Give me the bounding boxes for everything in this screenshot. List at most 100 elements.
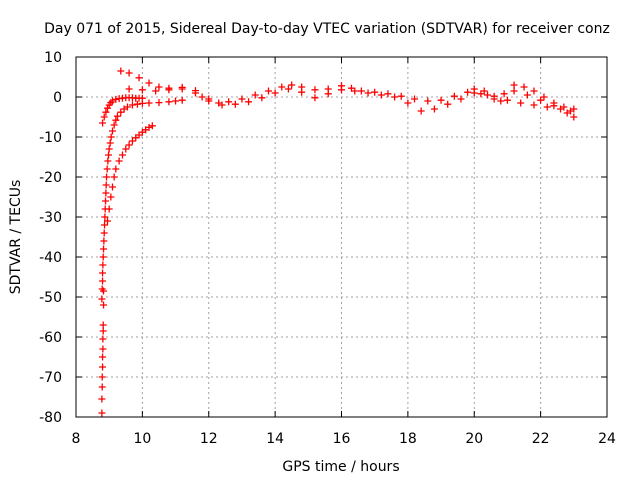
data-point <box>450 92 458 100</box>
data-point <box>218 101 226 109</box>
data-point <box>98 409 106 417</box>
y-axis-label: SDTVAR / TECUs <box>8 180 24 295</box>
data-point <box>480 87 488 95</box>
data-point <box>118 151 126 159</box>
data-point <box>105 151 113 159</box>
data-point <box>284 85 292 93</box>
data-point <box>271 89 279 97</box>
data-point <box>278 83 286 91</box>
data-point <box>101 221 109 229</box>
x-tick-label: 12 <box>200 431 218 447</box>
data-point <box>100 237 108 245</box>
data-point <box>109 127 117 135</box>
data-point <box>384 90 392 98</box>
x-tick-label: 10 <box>133 431 151 447</box>
data-point <box>517 99 525 107</box>
data-point <box>128 101 136 109</box>
data-point <box>106 139 114 147</box>
data-point <box>125 141 133 149</box>
data-point <box>100 113 108 121</box>
data-point <box>115 157 123 165</box>
data-point <box>113 112 121 120</box>
data-point <box>470 85 478 93</box>
data-point <box>338 86 345 94</box>
data-point <box>112 116 120 124</box>
data-point <box>503 96 511 104</box>
series-3 <box>104 122 156 225</box>
data-point <box>424 97 432 105</box>
data-point <box>377 91 385 99</box>
data-point <box>104 217 112 225</box>
series-6 <box>125 83 578 121</box>
y-tick-label: -60 <box>39 330 62 346</box>
data-point <box>258 94 266 102</box>
data-point <box>125 69 133 77</box>
y-tick-label: 0 <box>53 90 62 106</box>
data-point <box>110 173 118 181</box>
data-point <box>178 83 186 91</box>
data-point <box>103 173 111 181</box>
data-point <box>457 95 465 103</box>
data-point <box>191 87 199 95</box>
data-point <box>99 269 107 277</box>
x-tick-label: 22 <box>532 431 550 447</box>
data-point <box>100 245 108 253</box>
x-tick-label: 8 <box>72 431 81 447</box>
data-point <box>99 321 107 329</box>
x-tick-label: 20 <box>465 431 483 447</box>
y-tick-label: 10 <box>44 50 62 66</box>
data-points <box>98 67 578 417</box>
data-point <box>99 277 107 285</box>
data-point <box>98 395 106 403</box>
data-point <box>99 253 107 261</box>
data-point <box>98 373 106 381</box>
series-5 <box>117 67 574 115</box>
data-point <box>148 122 156 130</box>
series-1 <box>98 96 186 303</box>
data-point <box>497 97 505 105</box>
data-point <box>364 89 372 97</box>
data-point <box>205 95 213 103</box>
data-point <box>371 88 379 96</box>
data-point <box>102 108 110 116</box>
data-point <box>99 119 107 127</box>
data-point <box>404 99 412 107</box>
data-point <box>172 97 180 105</box>
data-point <box>251 91 259 99</box>
data-point <box>540 93 548 101</box>
data-point <box>99 363 107 371</box>
data-point <box>138 86 146 94</box>
data-point <box>99 327 107 335</box>
y-tick-label: -10 <box>39 130 62 146</box>
y-tick-label: -80 <box>39 410 62 426</box>
data-point <box>417 107 425 115</box>
data-point <box>145 99 153 107</box>
data-point <box>105 145 113 153</box>
data-point <box>112 95 120 103</box>
grid <box>75 56 608 418</box>
data-point <box>135 74 143 82</box>
data-point <box>101 213 109 221</box>
data-point <box>125 85 133 93</box>
y-tick-label: -70 <box>39 370 62 386</box>
data-point <box>165 98 173 106</box>
data-point <box>411 95 419 103</box>
chart-title: Day 071 of 2015, Sidereal Day-to-day VTE… <box>44 21 610 37</box>
plot-frame <box>75 56 608 418</box>
data-point <box>520 83 528 91</box>
data-point <box>397 92 405 100</box>
data-point <box>100 301 108 309</box>
x-tick-label: 24 <box>598 431 616 447</box>
series-4 <box>99 94 146 127</box>
series-2 <box>98 287 108 417</box>
data-point <box>104 157 112 165</box>
data-point <box>107 99 115 107</box>
data-point <box>98 295 106 303</box>
data-point <box>100 287 108 295</box>
data-point <box>430 105 438 113</box>
data-point <box>165 86 173 94</box>
x-tick-label: 18 <box>399 431 417 447</box>
data-point <box>238 95 246 103</box>
data-point <box>98 383 106 391</box>
